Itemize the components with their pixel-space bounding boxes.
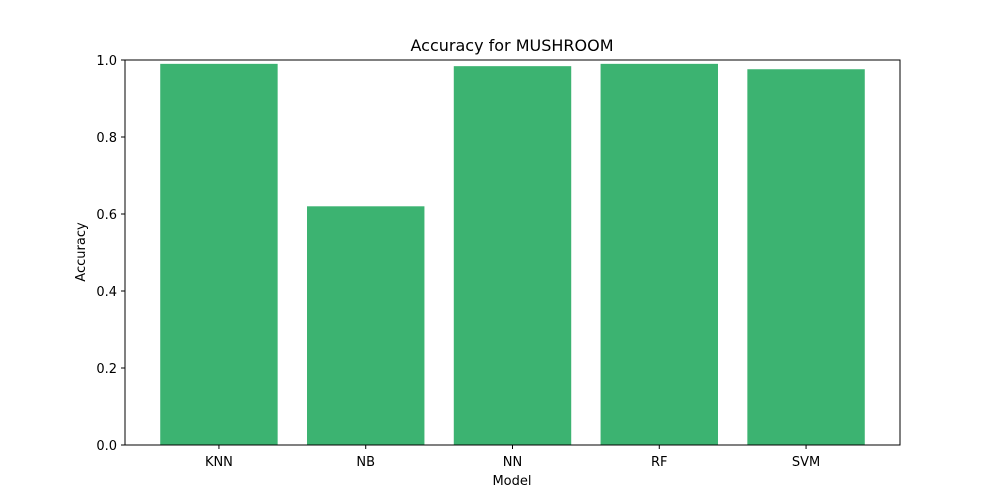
chart-title: Accuracy for MUSHROOM (410, 36, 613, 55)
y-tick-label: 0.6 (96, 208, 117, 223)
bar-svm (747, 69, 865, 446)
y-axis-ticks: 0.0 0.2 0.4 0.6 0.8 1.0 (96, 54, 125, 454)
x-axis-label: Model (492, 474, 531, 489)
x-tick-label: KNN (205, 455, 233, 470)
bar-nb (307, 206, 425, 445)
bar-nn (453, 66, 572, 445)
y-axis-label: Accuracy (74, 222, 89, 282)
plot-frame (124, 59, 901, 446)
y-tick-label: 0.8 (96, 131, 117, 146)
x-tick-label: NB (356, 455, 375, 470)
y-tick-label: 0.2 (96, 362, 117, 377)
y-tick-label: 0.0 (96, 439, 117, 454)
y-tick-label: 0.4 (96, 285, 117, 300)
y-tick-label: 1.0 (96, 54, 117, 69)
x-tick-label: SVM (792, 455, 820, 470)
bar-rf (600, 63, 718, 445)
x-tick-label: RF (651, 455, 668, 470)
bar-knn (160, 63, 278, 445)
bars-group (160, 63, 865, 446)
x-tick-label: NN (503, 455, 522, 470)
x-axis-ticks: KNN NB NN RF SVM (205, 445, 820, 470)
